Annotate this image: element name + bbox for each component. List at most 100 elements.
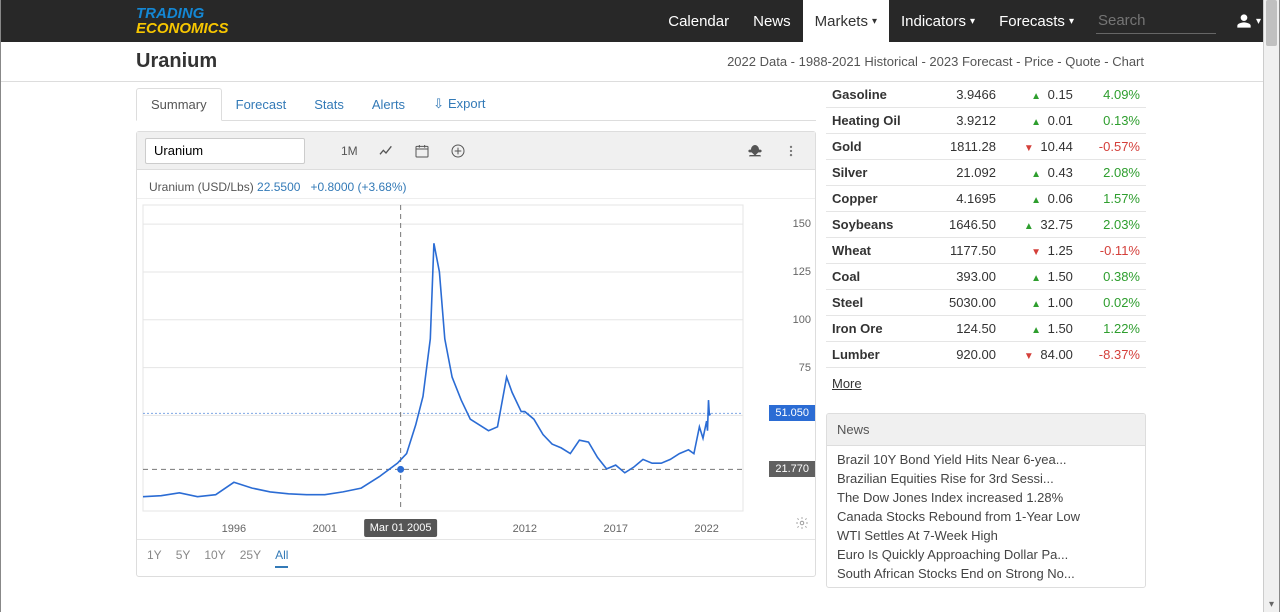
section-tabs: SummaryForecastStatsAlerts⇩Export: [136, 82, 816, 121]
scroll-down-icon[interactable]: ▾: [1264, 599, 1279, 610]
range-all[interactable]: All: [275, 548, 288, 568]
x-tick-label: 2017: [603, 523, 627, 535]
table-row[interactable]: Heating Oil3.9212▲ 0.010.13%: [826, 108, 1146, 134]
tab-summary[interactable]: Summary: [136, 88, 222, 121]
table-row[interactable]: Gasoline3.9466▲ 0.154.09%: [826, 82, 1146, 108]
chart-meta-label: Uranium (USD/Lbs): [149, 180, 254, 194]
commodity-value: 393.00: [928, 264, 1002, 290]
commodity-value: 4.1695: [928, 186, 1002, 212]
tab-alerts[interactable]: Alerts: [358, 89, 419, 120]
user-menu[interactable]: ▾: [1236, 13, 1261, 29]
news-item[interactable]: WTI Settles At 7-Week High: [827, 526, 1145, 545]
commodity-change: ▲ 1.00: [1002, 290, 1079, 316]
commodity-change: ▼ 84.00: [1002, 342, 1079, 368]
commodity-name: Silver: [826, 160, 928, 186]
table-row[interactable]: Steel5030.00▲ 1.000.02%: [826, 290, 1146, 316]
arrow-up-icon: ▲: [1031, 117, 1041, 128]
commodity-name: Copper: [826, 186, 928, 212]
nav-item-indicators[interactable]: Indicators▾: [889, 0, 987, 42]
export-icon: ⇩: [433, 96, 444, 111]
commodity-table: Gasoline3.9466▲ 0.154.09%Heating Oil3.92…: [826, 82, 1146, 368]
y-tick-label: 75: [799, 362, 811, 374]
commodity-pct: 0.02%: [1079, 290, 1146, 316]
table-row[interactable]: Iron Ore124.50▲ 1.501.22%: [826, 316, 1146, 342]
table-row[interactable]: Lumber920.00▼ 84.00-8.37%: [826, 342, 1146, 368]
commodity-name: Lumber: [826, 342, 928, 368]
scroll-thumb[interactable]: [1266, 0, 1277, 46]
news-item[interactable]: The Dow Jones Index increased 1.28%: [827, 488, 1145, 507]
page-scrollbar[interactable]: ▴ ▾: [1263, 0, 1279, 612]
news-item[interactable]: South African Stocks End on Strong No...: [827, 564, 1145, 583]
tab-stats[interactable]: Stats: [300, 89, 358, 120]
range-25y[interactable]: 25Y: [240, 548, 261, 568]
commodity-name: Coal: [826, 264, 928, 290]
chart-meta-row: Uranium (USD/Lbs) 22.5500 +0.8000 (+3.68…: [137, 170, 815, 199]
nav-item-calendar[interactable]: Calendar: [656, 0, 741, 42]
tab-export[interactable]: ⇩Export: [419, 88, 499, 120]
commodity-pct: 0.38%: [1079, 264, 1146, 290]
chart-area[interactable]: 507510012515019962001201220172022Mar 01 …: [137, 199, 815, 539]
news-item[interactable]: Euro Is Quickly Approaching Dollar Pa...: [827, 545, 1145, 564]
download-icon[interactable]: [739, 138, 771, 164]
chart-range-row: 1Y 5Y 10Y 25Y All: [137, 539, 815, 576]
news-item[interactable]: Brazilian Equities Rise for 3rd Sessi...: [827, 469, 1145, 488]
commodity-name: Gold: [826, 134, 928, 160]
arrow-up-icon: ▲: [1024, 221, 1034, 232]
news-item[interactable]: Brazil 10Y Bond Yield Hits Near 6-yea...: [827, 450, 1145, 469]
brand-line1: TRADING: [136, 6, 229, 21]
table-row[interactable]: Silver21.092▲ 0.432.08%: [826, 160, 1146, 186]
commodity-name: Gasoline: [826, 82, 928, 108]
chart-settings-icon[interactable]: [795, 516, 809, 533]
news-item[interactable]: Canada Stocks Rebound from 1-Year Low: [827, 507, 1145, 526]
y-tick-label: 150: [793, 218, 811, 230]
arrow-up-icon: ▲: [1031, 169, 1041, 180]
news-heading: News: [827, 414, 1145, 446]
chevron-down-icon: ▾: [872, 16, 877, 27]
commodity-pct: 2.08%: [1079, 160, 1146, 186]
tab-forecast[interactable]: Forecast: [222, 89, 301, 120]
brand-logo[interactable]: TRADING ECONOMICS: [136, 6, 229, 36]
table-row[interactable]: Gold1811.28▼ 10.44-0.57%: [826, 134, 1146, 160]
commodity-value: 1177.50: [928, 238, 1002, 264]
x-tick-label: 2001: [313, 523, 337, 535]
range-5y[interactable]: 5Y: [176, 548, 191, 568]
calendar-icon[interactable]: [406, 138, 438, 164]
table-row[interactable]: Coal393.00▲ 1.500.38%: [826, 264, 1146, 290]
commodity-change: ▲ 0.15: [1002, 82, 1079, 108]
x-tick-label: 1996: [222, 523, 246, 535]
arrow-up-icon: ▲: [1031, 325, 1041, 336]
arrow-up-icon: ▲: [1031, 273, 1041, 284]
search-input[interactable]: [1096, 8, 1216, 34]
commodity-change: ▲ 0.01: [1002, 108, 1079, 134]
chart-type-icon[interactable]: [370, 138, 402, 164]
commodity-name: Steel: [826, 290, 928, 316]
commodity-value: 3.9466: [928, 82, 1002, 108]
arrow-down-icon: ▼: [1024, 143, 1034, 154]
chevron-down-icon: ▾: [970, 16, 975, 27]
range-10y[interactable]: 10Y: [204, 548, 225, 568]
current-price-tag: 51.050: [769, 405, 815, 421]
commodity-pct: -0.57%: [1079, 134, 1146, 160]
table-row[interactable]: Soybeans1646.50▲ 32.752.03%: [826, 212, 1146, 238]
interval-button[interactable]: 1M: [333, 144, 366, 158]
range-1y[interactable]: 1Y: [147, 548, 162, 568]
commodity-pct: -8.37%: [1079, 342, 1146, 368]
nav-item-markets[interactable]: Markets▾: [803, 0, 889, 42]
x-tick-label: 2012: [513, 523, 537, 535]
commodity-change: ▲ 1.50: [1002, 316, 1079, 342]
nav-item-forecasts[interactable]: Forecasts▾: [987, 0, 1086, 42]
table-row[interactable]: Copper4.1695▲ 0.061.57%: [826, 186, 1146, 212]
commodity-name: Heating Oil: [826, 108, 928, 134]
arrow-down-icon: ▼: [1031, 247, 1041, 258]
commodity-pct: -0.11%: [1079, 238, 1146, 264]
commodity-value: 1811.28: [928, 134, 1002, 160]
nav-item-news[interactable]: News: [741, 0, 803, 42]
arrow-up-icon: ▲: [1031, 91, 1041, 102]
table-row[interactable]: Wheat1177.50▼ 1.25-0.11%: [826, 238, 1146, 264]
more-menu-icon[interactable]: [775, 138, 807, 164]
symbol-input[interactable]: [145, 138, 305, 164]
more-link[interactable]: More: [832, 376, 862, 391]
add-indicator-icon[interactable]: [442, 138, 474, 164]
commodity-pct: 2.03%: [1079, 212, 1146, 238]
commodity-name: Iron Ore: [826, 316, 928, 342]
